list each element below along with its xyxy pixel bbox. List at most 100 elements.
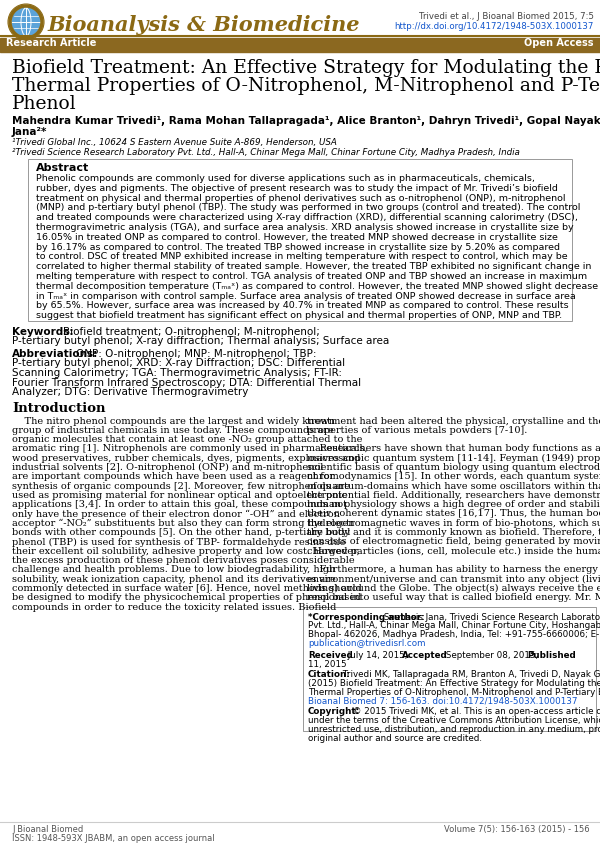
Text: Mahendra Kumar Trivedi¹, Rama Mohan Tallapragada¹, Alice Branton¹, Dahryn Trived: Mahendra Kumar Trivedi¹, Rama Mohan Tall… [12,116,600,126]
Text: synthesis of organic compounds [2]. Moreover, few nitrophenols are: synthesis of organic compounds [2]. More… [12,482,350,491]
Text: Analyzer; DTG: Derivative Thermogravimetry: Analyzer; DTG: Derivative Thermogravimet… [12,387,248,397]
Text: unrestricted use, distribution, and reproduction in any medium, provided the: unrestricted use, distribution, and repr… [308,725,600,734]
Text: Bhopal- 462026, Madhya Pradesh, India, Tel: +91-755-6660006; E-mail:: Bhopal- 462026, Madhya Pradesh, India, T… [308,630,600,639]
Text: human physiology shows a high degree of order and stability due to: human physiology shows a high degree of … [307,500,600,509]
Text: Introduction: Introduction [12,403,106,416]
Text: under the terms of the Creative Commons Attribution License, which permits: under the terms of the Creative Commons … [308,717,600,725]
Text: of quantum-domains which have some oscillators within that generate: of quantum-domains which have some oscil… [307,482,600,491]
Text: ²Trivedi Science Research Laboratory Pvt. Ltd., Hall-A, Chinar Mega Mall, Chinar: ²Trivedi Science Research Laboratory Pvt… [12,148,520,157]
Text: Abstract: Abstract [36,163,89,173]
Text: the electromagnetic waves in form of bio-photons, which surrounds: the electromagnetic waves in form of bio… [307,519,600,527]
Text: phenol (TBP) is used for synthesis of TBP- formaldehyde resins due: phenol (TBP) is used for synthesis of TB… [12,538,346,546]
Text: ISSN: 1948-593X JBABM, an open access journal: ISSN: 1948-593X JBABM, an open access jo… [12,834,215,843]
Text: Trivedi MK, Tallapragada RM, Branton A, Trivedi D, Nayak G, et al.: Trivedi MK, Tallapragada RM, Branton A, … [340,670,600,679]
Text: in Tₘₐˣ in comparison with control sample. Surface area analysis of treated ONP : in Tₘₐˣ in comparison with control sampl… [36,292,576,300]
Text: Copyright:: Copyright: [308,707,360,717]
Text: September 08, 2015;: September 08, 2015; [443,650,541,660]
Text: industrial solvents [2]. O-nitrophenol (ONP) and m-nitrophenol: industrial solvents [2]. O-nitrophenol (… [12,463,323,472]
Text: Keywords:: Keywords: [12,327,74,337]
Text: properties of various metals powders [7-10].: properties of various metals powders [7-… [307,426,527,435]
Text: 16.05% in treated ONP as compared to control. However, the treated MNP showed de: 16.05% in treated ONP as compared to con… [36,233,558,242]
Text: Received: Received [308,650,353,660]
Text: original author and source are credited.: original author and source are credited. [308,734,482,743]
Text: to control. DSC of treated MNP exhibited increase in melting temperature with re: to control. DSC of treated MNP exhibited… [36,253,568,261]
Text: be designed to modify the physicochemical properties of phenol based: be designed to modify the physicochemica… [12,594,361,602]
Text: Trivedi et al., J Bioanal Biomed 2015, 7:5: Trivedi et al., J Bioanal Biomed 2015, 7… [419,12,594,21]
Text: challenge and health problems. Due to low biodegradability, high: challenge and health problems. Due to lo… [12,566,335,574]
Text: (2015) Biofield Treatment: An Effective Strategy for Modulating the Physical and: (2015) Biofield Treatment: An Effective … [308,679,600,688]
Text: macroscopic quantum system [11-14]. Feyman (1949) proposed: macroscopic quantum system [11-14]. Feym… [307,454,600,463]
Text: wood preservatives, rubber chemicals, dyes, pigments, explosives and: wood preservatives, rubber chemicals, dy… [12,454,361,463]
Text: Bioanalysis & Biomedicine: Bioanalysis & Biomedicine [47,15,359,35]
Text: Abbreviations:: Abbreviations: [12,349,98,359]
Text: Phenolic compounds are commonly used for diverse applications such as in pharmac: Phenolic compounds are commonly used for… [36,174,535,183]
Text: chromodynamics [15]. In other words, each quantum system consists: chromodynamics [15]. In other words, eac… [307,472,600,482]
Text: J Bioanal Biomed: J Bioanal Biomed [12,825,83,834]
Text: Snehasis Jana, Trivedi Science Research Laboratory: Snehasis Jana, Trivedi Science Research … [381,612,600,622]
FancyBboxPatch shape [28,159,572,321]
Text: Research Article: Research Article [6,38,97,48]
Text: group of industrial chemicals in use today. These compounds are: group of industrial chemicals in use tod… [12,426,334,435]
Text: applications [3,4]. In order to attain this goal, these compounds not: applications [3,4]. In order to attain t… [12,500,347,509]
Text: treatment had been altered the physical, crystalline and thermal: treatment had been altered the physical,… [307,416,600,426]
Text: http://dx.doi.org/10.4172/1948-503X.1000137: http://dx.doi.org/10.4172/1948-503X.1000… [395,22,594,31]
Text: P-tertiary butyl phenol; X-ray diffraction; Thermal analysis; Surface area: P-tertiary butyl phenol; X-ray diffracti… [12,337,389,347]
Text: commonly detected in surface water [6]. Hence, novel methods should: commonly detected in surface water [6]. … [12,584,362,593]
Text: aromatic ring [1]. Nitrophenols are commonly used in pharmaceuticals,: aromatic ring [1]. Nitrophenols are comm… [12,444,368,454]
Text: Pvt. Ltd., Hall-A, Chinar Mega Mall, Chinar Fortune City, Hoshangabad Rd.,: Pvt. Ltd., Hall-A, Chinar Mega Mall, Chi… [308,622,600,630]
Text: scientific basis of quantum biology using quantum electrodynamics and: scientific basis of quantum biology usin… [307,463,600,472]
Text: Volume 7(5): 156-163 (2015) - 156: Volume 7(5): 156-163 (2015) - 156 [445,825,590,834]
Text: Citation:: Citation: [308,670,351,679]
Circle shape [12,8,40,36]
Text: ONP: O-nitrophenol; MNP: M-nitrophenol; TBP:: ONP: O-nitrophenol; MNP: M-nitrophenol; … [76,349,317,359]
Text: respond into useful way that is called biofield energy. Mr. Mahendra K.: respond into useful way that is called b… [307,594,600,602]
Text: July 14, 2015;: July 14, 2015; [345,650,410,660]
Text: charged particles (ions, cell, molecule etc.) inside the human body.: charged particles (ions, cell, molecule … [307,547,600,555]
Text: (MNP) and p-tertiary butyl phenol (TBP). The study was performed in two groups (: (MNP) and p-tertiary butyl phenol (TBP).… [36,204,580,212]
FancyBboxPatch shape [303,606,596,730]
Text: Bioanal Biomed 7: 156-163. doi:10.4172/1948-503X.1000137: Bioanal Biomed 7: 156-163. doi:10.4172/1… [308,697,577,706]
Text: ¹Trivedi Global Inc., 10624 S Eastern Avenue Suite A-869, Henderson, USA: ¹Trivedi Global Inc., 10624 S Eastern Av… [12,138,337,147]
Text: 11, 2015: 11, 2015 [308,660,347,668]
Text: bonds with other compounds [5]. On the other hand, p-tertiary butyl: bonds with other compounds [5]. On the o… [12,528,350,537]
Text: acceptor “-NO₂” substituents but also they can form strong hydrogen: acceptor “-NO₂” substituents but also th… [12,519,355,528]
Text: correlated to higher thermal stability of treated sample. However, the treated T: correlated to higher thermal stability o… [36,262,592,271]
Text: *Corresponding author:: *Corresponding author: [308,612,425,622]
Text: Biofield Treatment: An Effective Strategy for Modulating the Physical and: Biofield Treatment: An Effective Strateg… [12,59,600,77]
Text: consists of electromagnetic field, being generated by moving electrically: consists of electromagnetic field, being… [307,538,600,546]
Text: only have the presence of their electron donor “-OH” and electron: only have the presence of their electron… [12,510,340,519]
Text: treatment on physical and thermal properties of phenol derivatives such as o-nit: treatment on physical and thermal proper… [36,193,566,203]
Text: © 2015 Trivedi MK, et al. This is an open-access article distributed: © 2015 Trivedi MK, et al. This is an ope… [350,707,600,717]
Text: the body and it is commonly known as biofield. Therefore, the biofield: the body and it is commonly known as bio… [307,528,600,537]
Text: publication@trivedisrl.com: publication@trivedisrl.com [308,639,425,648]
Text: living) around the Globe. The object(s) always receive the energy and: living) around the Globe. The object(s) … [307,584,600,593]
Text: Thermal Properties of O-Nitrophenol, M-Nitrophenol and P-Tertiary Butyl Phenol. : Thermal Properties of O-Nitrophenol, M-N… [308,688,600,697]
Text: Fourier Transform Infrared Spectroscopy; DTA: Differential Thermal: Fourier Transform Infrared Spectroscopy;… [12,377,361,388]
Text: and treated compounds were characterized using X-ray diffraction (XRD), differen: and treated compounds were characterized… [36,213,578,222]
Text: the potential field. Additionally, researchers have demonstrated that: the potential field. Additionally, resea… [307,491,600,500]
Text: the excess production of these phenol derivatives poses considerable: the excess production of these phenol de… [12,556,355,565]
Text: by 16.17% as compared to control. The treated TBP showed increase in crystallite: by 16.17% as compared to control. The tr… [36,243,560,252]
Text: rubber, dyes and pigments. The objective of present research was to study the im: rubber, dyes and pigments. The objective… [36,184,558,192]
Text: Furthermore, a human has ability to harness the energy from: Furthermore, a human has ability to harn… [307,566,600,574]
Text: solubility, weak ionization capacity, phenol and its derivatives are: solubility, weak ionization capacity, ph… [12,575,336,583]
Text: suggest that biofield treatment has significant effect on physical and thermal p: suggest that biofield treatment has sign… [36,311,562,321]
Text: Biofield treatment; O-nitrophenol; M-nitrophenol;: Biofield treatment; O-nitrophenol; M-nit… [63,327,320,337]
Text: The nitro phenol compounds are the largest and widely known: The nitro phenol compounds are the large… [12,416,335,426]
Text: thermal decomposition temperature (Tₘₐˣ) as compared to control. However, the tr: thermal decomposition temperature (Tₘₐˣ)… [36,282,598,291]
Text: Phenol: Phenol [12,95,77,113]
Text: Scanning Calorimetry; TGA: Thermogravimetric Analysis; FT-IR:: Scanning Calorimetry; TGA: Thermogravime… [12,368,342,378]
Text: Jana²*: Jana²* [12,127,47,137]
Text: P-tertiary butyl phenol; XRD: X-ray Diffraction; DSC: Differential: P-tertiary butyl phenol; XRD: X-ray Diff… [12,359,345,369]
Text: their coherent dynamic states [16,17]. Thus, the human body emits: their coherent dynamic states [16,17]. T… [307,510,600,518]
Text: organic molecules that contain at least one -NO₂ group attached to the: organic molecules that contain at least … [12,435,362,444]
Text: environment/universe and can transmit into any object (living or non-: environment/universe and can transmit in… [307,575,600,583]
Text: Thermal Properties of O-Nitrophenol, M-Nitrophenol and P-Tertiary Butyl: Thermal Properties of O-Nitrophenol, M-N… [12,77,600,95]
Text: by 65.5%. However, surface area was increased by 40.7% in treated MNP as compare: by 65.5%. However, surface area was incr… [36,301,569,310]
Text: melting temperature with respect to control. TGA analysis of treated ONP and TBP: melting temperature with respect to cont… [36,272,587,281]
Text: thermogravimetric analysis (TGA), and surface area analysis. XRD analysis showed: thermogravimetric analysis (TGA), and su… [36,223,574,232]
Text: compounds in order to reduce the toxicity related issues. Biofield: compounds in order to reduce the toxicit… [12,602,337,611]
Text: Accepted: Accepted [402,650,448,660]
Text: their excellent oil solubility, adhesive property and low cost. However,: their excellent oil solubility, adhesive… [12,547,360,555]
Text: are important compounds which have been used as a reagent for: are important compounds which have been … [12,472,334,482]
